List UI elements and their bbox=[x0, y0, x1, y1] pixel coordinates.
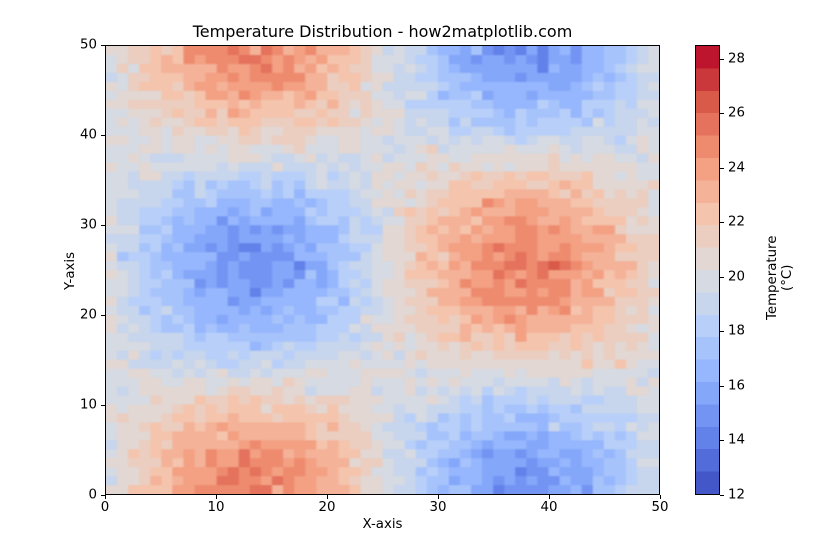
x-tick-label: 0 bbox=[101, 501, 109, 514]
colorbar-gradient bbox=[696, 46, 719, 494]
y-tick-mark bbox=[101, 315, 105, 316]
colorbar-tick-mark bbox=[720, 386, 724, 387]
y-tick-label: 40 bbox=[75, 128, 97, 141]
y-tick-mark bbox=[101, 405, 105, 406]
x-tick-mark bbox=[549, 495, 550, 499]
colorbar-label-text: Temperature (°C) bbox=[765, 236, 795, 320]
y-tick-mark bbox=[101, 135, 105, 136]
x-tick-mark bbox=[216, 495, 217, 499]
chart-title-text: Temperature Distribution - how2matplotli… bbox=[193, 22, 573, 41]
colorbar-tick-mark bbox=[720, 168, 724, 169]
colorbar-tick-label: 22 bbox=[728, 216, 745, 229]
x-tick-mark bbox=[327, 495, 328, 499]
figure: Temperature Distribution - how2matplotli… bbox=[0, 0, 840, 560]
colorbar-label: Temperature (°C) bbox=[765, 236, 795, 320]
colorbar-tick-label: 18 bbox=[728, 325, 745, 338]
colorbar-tick-label: 12 bbox=[728, 488, 745, 501]
x-tick-mark bbox=[438, 495, 439, 499]
y-tick-mark bbox=[101, 495, 105, 496]
x-tick-label: 10 bbox=[208, 501, 225, 514]
y-tick-label: 30 bbox=[75, 218, 97, 231]
x-axis-label-text: X-axis bbox=[363, 517, 403, 532]
heatmap-canvas bbox=[106, 46, 659, 494]
x-tick-label: 50 bbox=[652, 501, 669, 514]
colorbar-tick-label: 14 bbox=[728, 434, 745, 447]
x-axis-label: X-axis bbox=[105, 517, 660, 532]
colorbar-tick-mark bbox=[720, 277, 724, 278]
x-tick-label: 40 bbox=[541, 501, 558, 514]
colorbar-tick-label: 26 bbox=[728, 107, 745, 120]
colorbar-tick-mark bbox=[720, 222, 724, 223]
y-tick-label: 0 bbox=[75, 488, 97, 501]
colorbar-tick-label: 20 bbox=[728, 270, 745, 283]
x-tick-label: 30 bbox=[430, 501, 447, 514]
y-tick-mark bbox=[101, 225, 105, 226]
x-tick-label: 20 bbox=[319, 501, 336, 514]
y-tick-mark bbox=[101, 45, 105, 46]
x-tick-mark bbox=[660, 495, 661, 499]
colorbar-tick-mark bbox=[720, 59, 724, 60]
colorbar-tick-mark bbox=[720, 440, 724, 441]
y-axis-label-text: Y-axis bbox=[63, 252, 78, 290]
y-tick-label: 20 bbox=[75, 308, 97, 321]
y-tick-label: 50 bbox=[75, 38, 97, 51]
colorbar-tick-mark bbox=[720, 495, 724, 496]
colorbar-tick-label: 28 bbox=[728, 52, 745, 65]
x-tick-mark bbox=[105, 495, 106, 499]
colorbar-tick-mark bbox=[720, 113, 724, 114]
colorbar-tick-mark bbox=[720, 331, 724, 332]
heatmap-axes bbox=[105, 45, 660, 495]
y-axis-label: Y-axis bbox=[63, 252, 78, 290]
colorbar bbox=[695, 45, 720, 495]
y-tick-label: 10 bbox=[75, 398, 97, 411]
colorbar-tick-label: 16 bbox=[728, 379, 745, 392]
chart-title: Temperature Distribution - how2matplotli… bbox=[105, 22, 660, 41]
colorbar-tick-label: 24 bbox=[728, 161, 745, 174]
